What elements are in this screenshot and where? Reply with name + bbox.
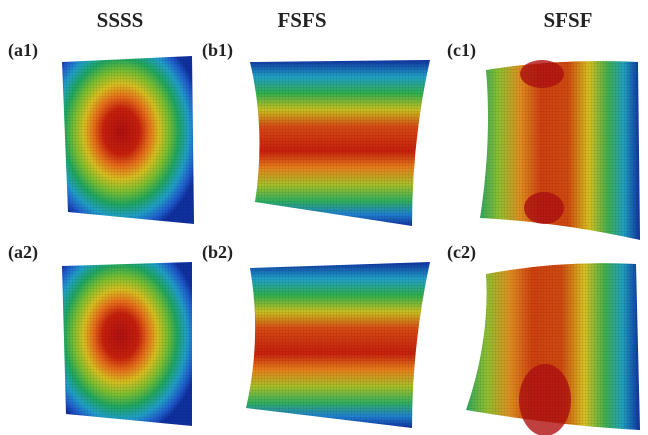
column-header: FSFS xyxy=(277,8,326,32)
panel-label: (b1) xyxy=(202,40,233,61)
panel-label: (a1) xyxy=(8,40,38,61)
panel-label: (c1) xyxy=(447,40,476,61)
column-header: SFSF xyxy=(543,8,592,32)
plate-a1 xyxy=(62,56,194,224)
panel-label: (c2) xyxy=(447,242,476,263)
column-header: SSSS xyxy=(97,8,144,32)
plate-b1 xyxy=(250,60,430,226)
panel-label: (a2) xyxy=(8,242,38,263)
plate-b2 xyxy=(246,262,430,428)
plate-c1 xyxy=(480,60,640,240)
panel-label: (b2) xyxy=(202,242,233,263)
plate-c2 xyxy=(466,263,640,435)
figure: SSSS FSFS SFSF (a1) (b1) (c1) (a2) (b2) … xyxy=(0,0,648,435)
plate-a2 xyxy=(62,262,192,426)
